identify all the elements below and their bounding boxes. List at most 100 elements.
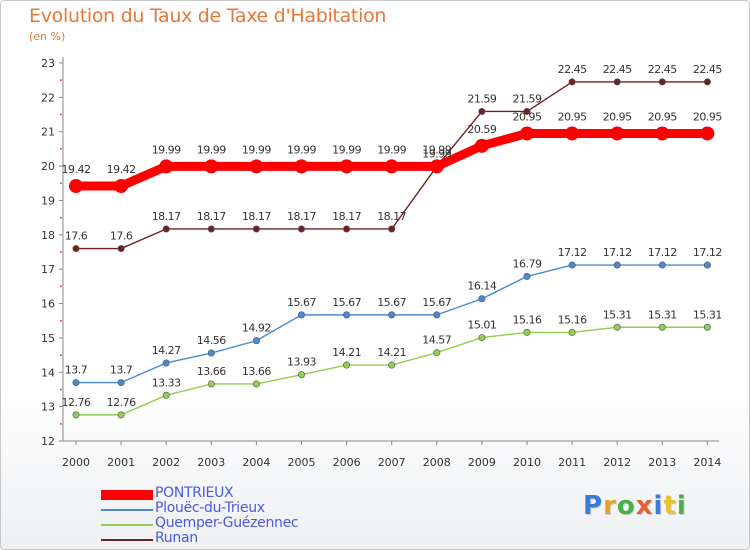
y-minor-tick (60, 354, 62, 357)
x-tick-label: 2004 (242, 456, 270, 469)
data-label: 19.99 (197, 143, 226, 156)
data-point (433, 349, 441, 357)
data-point (613, 323, 621, 331)
data-label: 22.45 (648, 63, 677, 76)
data-point (343, 361, 351, 369)
data-label: 19.42 (107, 163, 136, 176)
unit-label: (en %) (29, 30, 66, 43)
data-point (703, 261, 711, 269)
data-point (297, 225, 305, 233)
data-label: 19.99 (152, 143, 181, 156)
data-label: 19.99 (422, 147, 451, 160)
data-point (388, 225, 396, 233)
logo-letter: o (616, 491, 636, 521)
data-point (523, 328, 531, 336)
data-label: 20.95 (558, 110, 587, 123)
data-label: 16.79 (513, 257, 542, 270)
data-point (613, 78, 621, 86)
data-point (520, 126, 534, 141)
x-tick-label: 2002 (152, 456, 180, 469)
chart-title: Evolution du Taux de Taxe d'Habitation (29, 5, 387, 27)
data-label: 22.45 (603, 63, 632, 76)
legend-swatch (101, 539, 153, 541)
data-label: 12.76 (107, 396, 136, 409)
data-label: 19.99 (287, 143, 316, 156)
y-tick-label: 23 (41, 57, 55, 70)
data-point (252, 337, 260, 345)
data-label: 18.17 (242, 210, 271, 223)
data-point (478, 295, 486, 303)
data-point (568, 261, 576, 269)
data-label: 13.66 (242, 365, 271, 378)
data-label: 20.59 (467, 123, 496, 136)
data-point (297, 311, 305, 319)
data-point (297, 371, 305, 379)
proxiti-logo: Proxiti (583, 491, 687, 521)
data-point (478, 107, 486, 115)
y-minor-tick (60, 182, 62, 185)
y-tick-label: 16 (41, 298, 55, 311)
data-point (204, 159, 219, 174)
y-tick-label: 15 (41, 332, 55, 345)
data-label: 18.17 (377, 210, 406, 223)
data-label: 13.66 (197, 365, 226, 378)
x-tick-label: 2014 (693, 456, 721, 469)
data-label: 18.17 (287, 210, 316, 223)
data-point (565, 126, 580, 141)
y-minor-tick (60, 422, 62, 425)
y-minor-tick (60, 147, 62, 150)
series-line (76, 326, 708, 416)
logo-letter: i (653, 491, 664, 521)
x-tick-label: 2000 (62, 456, 90, 469)
data-label: 16.14 (467, 280, 496, 293)
y-tick-label: 19 (41, 194, 55, 207)
data-label: 15.16 (558, 313, 587, 326)
data-point (252, 380, 260, 388)
data-label: 14.21 (332, 346, 361, 359)
logo-letter: r (603, 491, 617, 521)
data-label: 13.33 (152, 376, 181, 389)
data-point (207, 380, 215, 388)
data-label: 15.67 (422, 296, 451, 309)
y-minor-tick (60, 251, 62, 253)
data-point (117, 411, 125, 419)
data-point (72, 411, 80, 419)
data-point (117, 379, 125, 387)
y-minor-tick (60, 113, 62, 116)
data-point (114, 179, 129, 194)
data-label: 18.17 (152, 210, 181, 223)
data-point (478, 334, 486, 342)
y-tick-label: 18 (41, 229, 55, 242)
y-minor-tick (60, 319, 62, 322)
data-point (568, 328, 576, 336)
data-label: 13.7 (110, 364, 133, 377)
y-tick-label: 13 (41, 401, 55, 414)
data-point (523, 272, 531, 280)
x-tick-label: 2003 (197, 456, 225, 469)
logo-letter: x (635, 491, 654, 521)
x-tick-label: 2013 (648, 456, 676, 469)
data-label: 20.95 (648, 110, 677, 123)
x-tick-label: 2011 (558, 456, 586, 469)
y-minor-tick (60, 79, 62, 82)
legend-swatch (101, 490, 153, 500)
y-tick-label: 14 (41, 366, 55, 379)
data-label: 14.56 (197, 334, 226, 347)
data-point (294, 159, 309, 174)
data-point (72, 245, 80, 253)
y-minor-tick (60, 388, 62, 391)
data-point (162, 359, 170, 367)
data-point (384, 159, 399, 174)
legend-label: Quemper-Guézennec (155, 515, 299, 531)
data-label: 22.45 (693, 63, 722, 76)
data-label: 14.21 (377, 346, 406, 359)
data-label: 20.95 (693, 110, 722, 123)
data-point (159, 159, 174, 174)
data-label: 15.67 (287, 296, 316, 309)
data-point (339, 159, 354, 174)
logo-letter: i (676, 491, 687, 521)
y-tick-label: 17 (41, 263, 55, 276)
data-point (658, 261, 666, 269)
data-label: 15.01 (467, 319, 496, 332)
